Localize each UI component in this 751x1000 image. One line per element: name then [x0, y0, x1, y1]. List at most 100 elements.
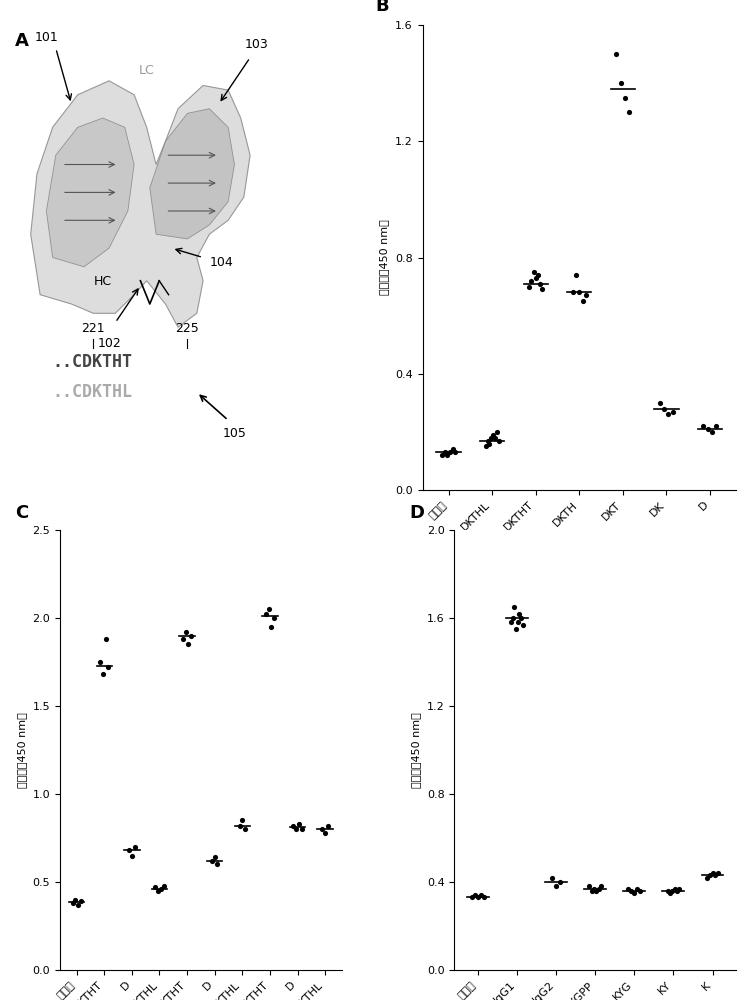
Point [182, 636, 195, 652]
Point [293, 816, 305, 832]
Y-axis label: 光密度（450 nm）: 光密度（450 nm） [17, 712, 27, 788]
Point [629, 885, 641, 901]
Y-axis label: 光密度（450 nm）: 光密度（450 nm） [412, 712, 421, 788]
Point [480, 438, 492, 454]
Point [444, 444, 456, 460]
Point [623, 104, 635, 120]
Point [67, 895, 79, 911]
Point [322, 818, 334, 834]
Polygon shape [149, 109, 234, 239]
Point [654, 395, 666, 411]
Point [634, 883, 646, 899]
Point [439, 444, 451, 460]
Point [149, 879, 161, 895]
Point [442, 447, 454, 463]
Point [290, 821, 302, 837]
Point [710, 418, 722, 434]
Point [577, 293, 589, 309]
Text: ..CDKTHT: ..CDKTHT [53, 353, 133, 371]
Point [179, 624, 192, 640]
Point [155, 881, 167, 897]
Point [611, 46, 623, 62]
Point [263, 601, 275, 617]
Point [475, 887, 487, 903]
Text: 103: 103 [245, 38, 268, 51]
Text: ..CDKTHL: ..CDKTHL [53, 383, 133, 401]
Point [507, 610, 519, 626]
Point [710, 867, 722, 883]
Point [573, 284, 585, 300]
Point [75, 893, 87, 909]
Point [662, 883, 674, 899]
Y-axis label: 光密度（450 nm）: 光密度（450 nm） [379, 220, 390, 295]
Point [206, 853, 218, 869]
Point [619, 90, 631, 106]
Point [260, 606, 272, 622]
Text: B: B [376, 0, 389, 15]
Point [673, 881, 685, 897]
Point [527, 264, 539, 280]
Point [508, 599, 520, 615]
Point [626, 883, 638, 899]
Point [177, 631, 189, 647]
Point [237, 812, 249, 828]
Text: 221: 221 [82, 322, 105, 335]
Point [485, 430, 497, 446]
Point [288, 818, 300, 834]
Point [212, 856, 224, 872]
Point [517, 617, 529, 633]
Point [466, 889, 478, 905]
Point [526, 273, 538, 289]
Point [584, 878, 596, 894]
Text: D: D [409, 504, 424, 522]
Point [449, 444, 461, 460]
Point [152, 883, 164, 899]
Point [713, 865, 725, 881]
Point [484, 436, 496, 452]
Point [505, 614, 517, 630]
Point [319, 825, 331, 841]
Point [265, 619, 277, 635]
Text: A: A [15, 32, 29, 50]
Text: HC: HC [94, 275, 112, 288]
Point [268, 610, 280, 626]
Point [554, 874, 566, 890]
Point [481, 433, 493, 449]
Point [671, 883, 683, 899]
Point [662, 406, 674, 422]
Point [586, 883, 598, 899]
Point [511, 614, 523, 630]
Point [658, 401, 670, 417]
Point [706, 424, 718, 440]
Point [123, 842, 135, 858]
X-axis label: IgG1 Fab C端: IgG1 Fab C端 [538, 536, 620, 549]
Point [493, 433, 505, 449]
Point [296, 821, 308, 837]
Point [707, 865, 719, 881]
Point [72, 897, 84, 913]
Point [478, 889, 490, 905]
Point [614, 75, 626, 91]
Point [515, 610, 527, 626]
Point [469, 887, 481, 903]
Text: 102: 102 [97, 337, 121, 350]
Point [532, 267, 544, 283]
Point [580, 287, 592, 303]
Point [550, 878, 562, 894]
Point [436, 447, 448, 463]
Point [100, 631, 112, 647]
Polygon shape [31, 81, 250, 327]
Text: 225: 225 [176, 322, 199, 335]
Point [595, 878, 607, 894]
Point [185, 628, 198, 644]
Point [666, 883, 678, 899]
Point [128, 839, 140, 855]
Point [491, 424, 503, 440]
Point [69, 892, 81, 908]
Point [487, 427, 499, 443]
Text: 104: 104 [210, 256, 233, 269]
Point [523, 279, 535, 295]
Point [94, 654, 106, 670]
Text: C: C [15, 504, 29, 522]
Point [664, 885, 676, 901]
